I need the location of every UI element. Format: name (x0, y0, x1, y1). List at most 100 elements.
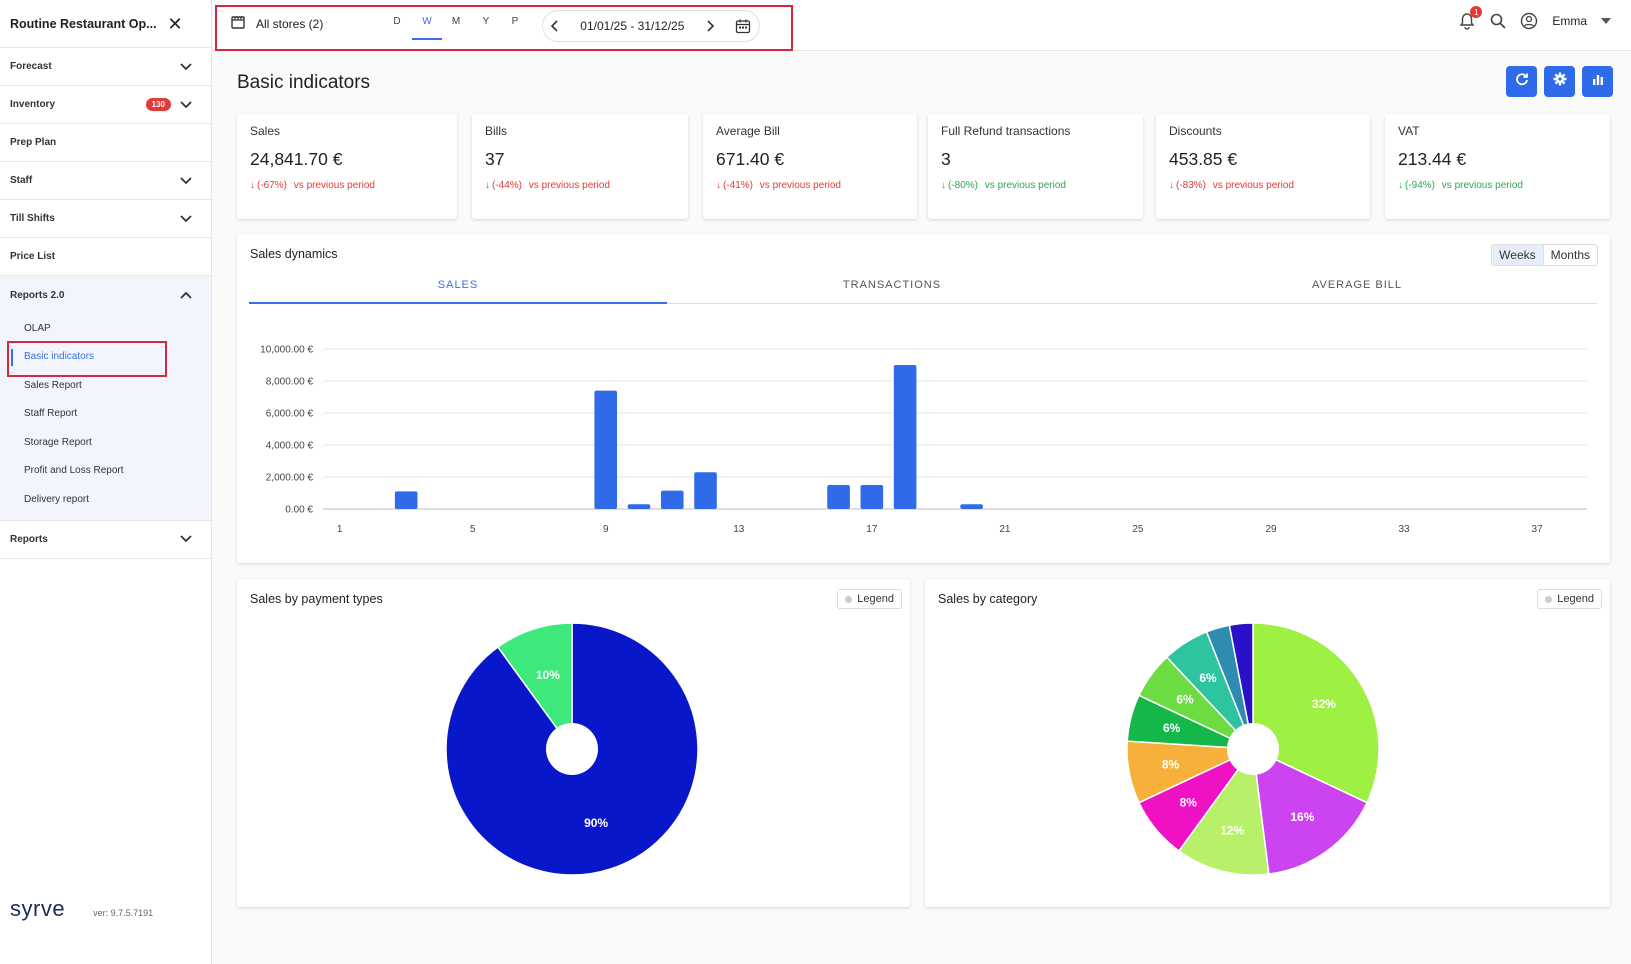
sidebar-footer: syrve ver: 9.7.5.7191 (10, 896, 153, 922)
kpi-title: Full Refund transactions (941, 124, 1071, 138)
sidebar-item-inventory[interactable]: Inventory 130 (0, 86, 211, 124)
period-month[interactable]: M (451, 16, 461, 27)
pie-hole (546, 723, 598, 775)
pie-slice (1252, 747, 1369, 875)
store-label: All stores (2) (256, 16, 324, 31)
period-custom[interactable]: P (511, 16, 519, 27)
tab-average-bill[interactable]: AVERAGE BILL (1311, 279, 1403, 291)
sidebar-item-label: Staff (10, 175, 33, 186)
kpi-value: 453.85 € (1169, 149, 1238, 169)
sidebar-subitem-storage-report[interactable]: Storage Report (24, 436, 92, 448)
date-range-picker[interactable]: 01/01/25 - 31/12/25 (542, 10, 760, 42)
kpi-title: VAT (1398, 124, 1420, 138)
toggle-months[interactable]: Months (1550, 248, 1590, 262)
pie-slice (1177, 747, 1270, 876)
kpi-value: 671.40 € (716, 149, 785, 169)
period-day[interactable]: D (393, 16, 401, 27)
kpi-delta: ↓ (-83%) vs previous period (1169, 180, 1357, 191)
pie-label: 8% (1180, 796, 1198, 810)
pie-label: 8% (1162, 758, 1180, 772)
bar (960, 504, 983, 509)
legend-dot-icon (1545, 595, 1553, 603)
bar-chart-icon (1591, 72, 1605, 91)
category-card: Sales by category Legend 32% 16% 12% 8% 8% 6%… (925, 579, 1610, 907)
sidebar-item-prep-plan[interactable]: Prep Plan (0, 124, 211, 162)
app-title: Routine Restaurant Op... (10, 16, 157, 31)
close-icon[interactable]: ✕ (167, 13, 183, 34)
y-tick-label: 0.00 € (285, 505, 313, 516)
sidebar-subitem-olap[interactable]: OLAP (24, 322, 51, 334)
kpi-delta: ↓ (-41%) vs previous period (716, 180, 904, 191)
sales-dynamics-tabs: SALES TRANSACTIONS AVERAGE BILL (249, 274, 1597, 304)
pie-slice (496, 622, 573, 752)
store-selector[interactable]: All stores (2) (230, 14, 323, 33)
x-tick-label: 29 (1265, 524, 1277, 535)
sidebar-item-label: Reports 2.0 (10, 289, 65, 301)
sidebar-subitem-delivery-report[interactable]: Delivery report (24, 493, 90, 505)
user-avatar-icon[interactable] (1520, 12, 1538, 30)
chevron-down-icon (177, 210, 195, 228)
kpi-value: 24,841.70 € (250, 149, 343, 169)
payment-types-card: Sales by payment types Legend 90% 10% (237, 579, 910, 907)
chevron-right-icon[interactable] (706, 20, 714, 32)
chevron-down-icon (177, 96, 195, 114)
legend-button[interactable]: Legend (837, 589, 902, 609)
sales-dynamics-card: Sales dynamics Weeks Months SALES TRANSA… (237, 234, 1610, 563)
pie-hole (1227, 723, 1279, 775)
kpi-title: Average Bill (716, 124, 780, 138)
kpi-delta-suffix: vs previous period (984, 180, 1066, 191)
sidebar-subitem-basic-indicators[interactable]: Basic indicators (0, 343, 211, 372)
sidebar-subitem-sales-report[interactable]: Sales Report (24, 379, 82, 391)
sidebar-item-label: Inventory (10, 99, 56, 110)
y-tick-label: 4,000.00 € (266, 441, 314, 452)
arrow-down-icon: ↓ (716, 180, 721, 191)
legend-button[interactable]: Legend (1537, 589, 1602, 609)
bar (893, 365, 917, 509)
kpi-delta-suffix: vs previous period (528, 180, 610, 191)
sidebar-item-price-list[interactable]: Price List (0, 238, 211, 276)
kpi-delta-value: (-67%) (257, 180, 288, 191)
sidebar-item-label: Prep Plan (10, 137, 57, 148)
category-pie: 32% 16% 12% 8% 8% 6% 6% 6% (1126, 622, 1380, 876)
period-underline (412, 38, 442, 40)
sales-dynamics-title: Sales dynamics (250, 247, 338, 261)
y-tick-label: 6,000.00 € (266, 409, 314, 420)
sidebar-item-reports[interactable]: Reports (0, 521, 211, 559)
caret-down-icon[interactable] (1601, 18, 1611, 24)
sidebar-subitem-staff-report[interactable]: Staff Report (24, 408, 78, 420)
sidebar-subitem-profit-loss-report[interactable]: Profit and Loss Report (24, 465, 124, 477)
sidebar-item-forecast[interactable]: Forecast (0, 48, 211, 86)
sidebar-item-staff[interactable]: Staff (0, 162, 211, 200)
user-name[interactable]: Emma (1552, 14, 1587, 28)
x-tick-label: 37 (1532, 524, 1544, 535)
period-week[interactable]: W (422, 16, 432, 27)
sidebar-item-till-shifts[interactable]: Till Shifts (0, 200, 211, 238)
kpi-title: Bills (485, 124, 508, 138)
search-icon[interactable] (1490, 13, 1506, 29)
pie-label: 12% (1220, 823, 1244, 837)
chart-button[interactable] (1582, 66, 1613, 97)
x-tick-label: 25 (1132, 524, 1144, 535)
sidebar-header: Routine Restaurant Op... ✕ (0, 0, 211, 48)
legend-label: Legend (857, 593, 894, 605)
legend-dot-icon (845, 595, 853, 603)
tab-sales[interactable]: SALES (249, 274, 667, 304)
period-year[interactable]: Y (482, 16, 490, 27)
chevron-left-icon[interactable] (551, 20, 559, 32)
pie-label: 6% (1163, 721, 1181, 735)
settings-button[interactable] (1544, 66, 1575, 97)
kpi-card-vat: VAT 213.44 € ↓ (-94%) vs previous period (1385, 114, 1610, 219)
bar (594, 390, 618, 509)
payment-types-title: Sales by payment types (250, 592, 383, 606)
x-tick-label: 21 (999, 524, 1011, 535)
refresh-button[interactable] (1506, 66, 1537, 97)
arrow-down-icon: ↓ (485, 180, 490, 191)
calendar-icon[interactable] (735, 18, 751, 34)
kpi-title: Discounts (1169, 124, 1222, 138)
sales-bar-chart: 0.00 € 2,000.00 € 4,000.00 € 6,000.00 € 8,00… (260, 345, 1587, 535)
x-tick-label: 9 (603, 524, 609, 535)
bell-icon[interactable]: 1 (1458, 6, 1483, 30)
toggle-weeks[interactable]: Weeks (1492, 245, 1544, 265)
sidebar-item-reports-2[interactable]: Reports 2.0 (0, 276, 211, 314)
tab-transactions[interactable]: TRANSACTIONS (842, 279, 942, 291)
